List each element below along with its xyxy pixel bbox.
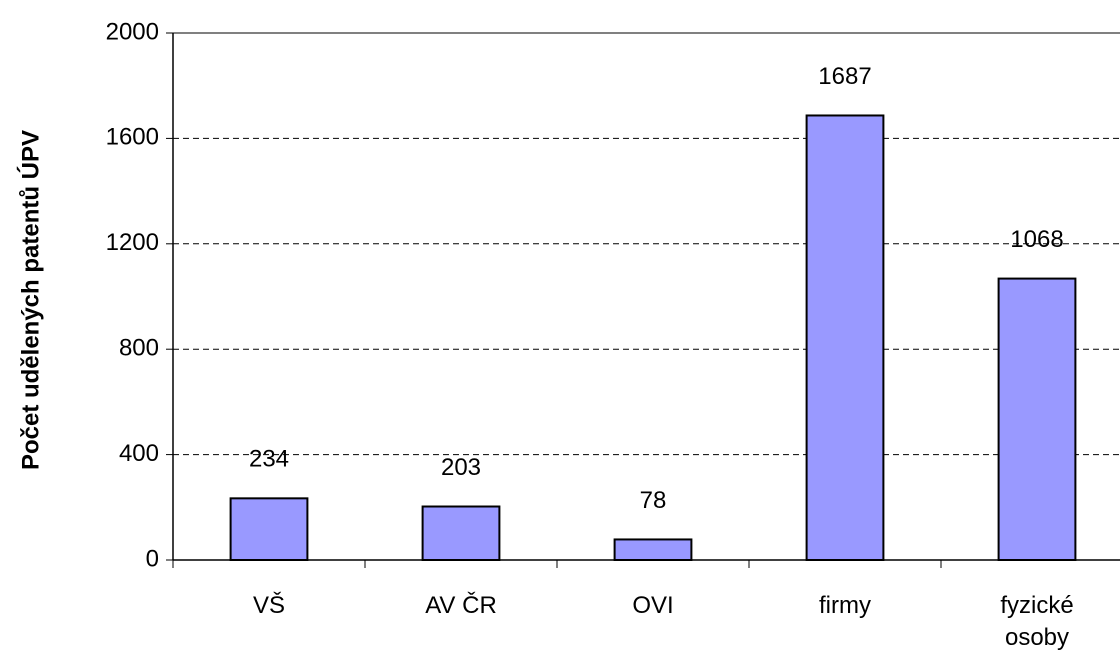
value-label: 203 <box>441 454 481 481</box>
y-tick-label: 0 <box>146 545 159 572</box>
value-label: 234 <box>249 446 289 473</box>
x-tick-label: VŠ <box>252 592 285 619</box>
y-tick-label: 1200 <box>106 229 159 256</box>
bar <box>229 497 309 562</box>
bar <box>613 538 693 562</box>
value-label: 1687 <box>818 63 871 90</box>
y-tick-label: 400 <box>119 440 159 467</box>
value-label: 78 <box>640 487 667 514</box>
y-tick-label: 1600 <box>106 124 159 151</box>
bar <box>997 277 1077 561</box>
bar <box>421 505 501 561</box>
y-axis-label: Počet udělených patentů ÚPV <box>16 130 44 470</box>
y-tick-label: 800 <box>119 335 159 362</box>
value-label: 1068 <box>1010 226 1063 253</box>
y-tick-label: 2000 <box>106 18 159 45</box>
bar <box>805 114 885 562</box>
x-tick-label: OVI <box>632 592 674 619</box>
x-tick-label: firmy <box>819 592 871 619</box>
x-tick-label: AV ČR <box>425 592 497 619</box>
x-tick-label: fyzické osoby <box>1000 592 1074 651</box>
